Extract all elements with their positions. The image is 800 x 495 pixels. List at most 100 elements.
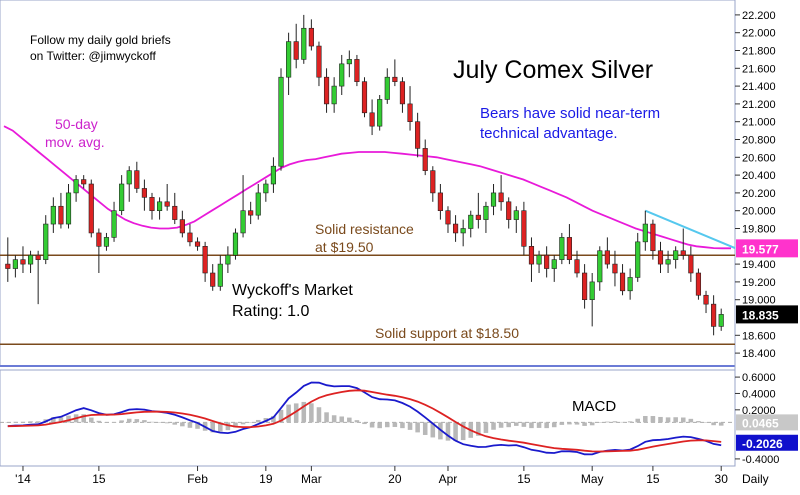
- macd-histogram-bar: [643, 416, 648, 423]
- macd-title: MACD: [572, 398, 616, 415]
- candle-body: [43, 223, 49, 260]
- macd-histogram-bar: [96, 420, 102, 423]
- y-tick-label: 21.000: [742, 117, 776, 129]
- candle-body: [711, 303, 717, 327]
- candle-body: [688, 254, 694, 274]
- candle-body: [718, 314, 724, 327]
- support-label: Solid support at $18.50: [375, 325, 519, 341]
- macd-histogram-bar: [134, 419, 140, 423]
- macd-histogram-bar: [339, 416, 345, 423]
- wyckoff-rating-line2: Rating: 1.0: [232, 303, 309, 320]
- macd-histogram-bar: [293, 403, 299, 423]
- y-tick-label: 21.400: [742, 81, 776, 93]
- price-tag-label: 18.835: [742, 308, 779, 322]
- candle-body: [323, 76, 330, 105]
- candle-body: [316, 45, 322, 78]
- candle-body: [460, 228, 466, 234]
- macd-histogram-bar: [20, 421, 26, 423]
- candle-body: [544, 254, 550, 269]
- twitter-note-line2: on Twitter: @jimwyckoff: [30, 49, 156, 63]
- macd-histogram-bar: [665, 417, 671, 423]
- macd-histogram-bar: [142, 420, 147, 423]
- macd-histogram-bar: [680, 417, 686, 423]
- candle-body: [582, 272, 588, 301]
- candle-body: [392, 76, 398, 82]
- candle-body: [612, 263, 618, 274]
- candle-body: [263, 183, 269, 194]
- candle-body: [521, 210, 527, 247]
- macd-histogram-bar: [567, 422, 572, 425]
- chart-title: July Comex Silver: [453, 56, 653, 84]
- candle-body: [164, 201, 170, 207]
- y-tick-label: 22.000: [742, 28, 776, 40]
- macd-histogram-bar: [460, 422, 466, 441]
- candle-body: [528, 246, 535, 265]
- candle-body: [27, 254, 34, 265]
- macd-histogram-bar: [574, 422, 580, 425]
- candle-body: [232, 232, 239, 256]
- macd-histogram-bar: [324, 412, 329, 423]
- macd-histogram-bar: [172, 422, 178, 425]
- candle-body: [369, 112, 375, 127]
- candle-body: [695, 272, 702, 296]
- bears-note-line1: Bears have solid near-term: [480, 105, 660, 122]
- y-tick-label: 21.600: [742, 63, 776, 75]
- candle-body: [627, 277, 633, 292]
- y-tick-label: 19.800: [742, 224, 776, 236]
- macd-histogram-bar: [635, 418, 640, 423]
- macd-histogram-bar: [233, 422, 238, 428]
- x-tick-label: '14: [15, 472, 31, 486]
- macd-histogram-bar: [559, 422, 565, 425]
- candle-body: [407, 103, 413, 123]
- candle-body: [58, 205, 64, 225]
- macd-histogram-bar: [180, 422, 185, 427]
- moving-average-line: [3, 125, 731, 250]
- candle-body: [187, 232, 193, 243]
- candle-body: [50, 205, 56, 225]
- x-tick-label: 15: [646, 472, 660, 486]
- macd-histogram-bar: [354, 420, 360, 423]
- candle-body: [361, 81, 368, 114]
- candle-body: [498, 192, 504, 203]
- macd-histogram-bar: [5, 422, 11, 423]
- macd-histogram-bar: [521, 422, 527, 427]
- macd-histogram-bar: [377, 422, 382, 429]
- macd-y-tick-label: 0.6000: [742, 372, 776, 384]
- candle-body: [384, 76, 390, 100]
- macd-histogram-bar: [362, 422, 367, 425]
- price-tag-box: [736, 305, 798, 324]
- candle-body: [149, 197, 155, 212]
- candle-body: [559, 237, 565, 260]
- candle-body: [346, 59, 352, 65]
- y-tick-label: 18.400: [742, 348, 776, 360]
- macd-y-tick-label: 0.4000: [742, 388, 776, 400]
- y-tick-label: 20.200: [742, 188, 776, 200]
- macd-histogram-bar: [347, 417, 352, 423]
- candle-body: [217, 263, 223, 287]
- macd-histogram-bar: [255, 419, 261, 423]
- x-tick-label: May: [581, 472, 604, 486]
- macd-histogram-bar: [498, 422, 504, 428]
- macd-histogram-bar: [126, 418, 132, 423]
- macd-histogram-bar: [13, 421, 18, 423]
- macd-histogram-bar: [28, 421, 33, 423]
- macd-histogram-bar: [605, 421, 610, 423]
- macd-histogram-bar: [673, 417, 678, 423]
- wyckoff-rating-line1: Wyckoff's Market: [232, 282, 353, 299]
- macd-histogram-bar: [119, 420, 124, 423]
- resistance-label-line1: Solid resistance: [315, 221, 414, 237]
- candle-body: [65, 192, 72, 225]
- macd-histogram-bar: [430, 422, 436, 438]
- candle-body: [88, 183, 94, 234]
- ma-label-line1: 50-day: [55, 116, 98, 132]
- candle-body: [248, 210, 254, 216]
- macd-histogram-bar: [650, 416, 656, 423]
- candle-body: [194, 241, 201, 247]
- candle-body: [20, 259, 26, 265]
- candle-body: [12, 259, 18, 269]
- macd-histogram-bar: [331, 415, 337, 423]
- candle-body: [650, 223, 656, 252]
- macd-histogram-bar: [111, 422, 117, 423]
